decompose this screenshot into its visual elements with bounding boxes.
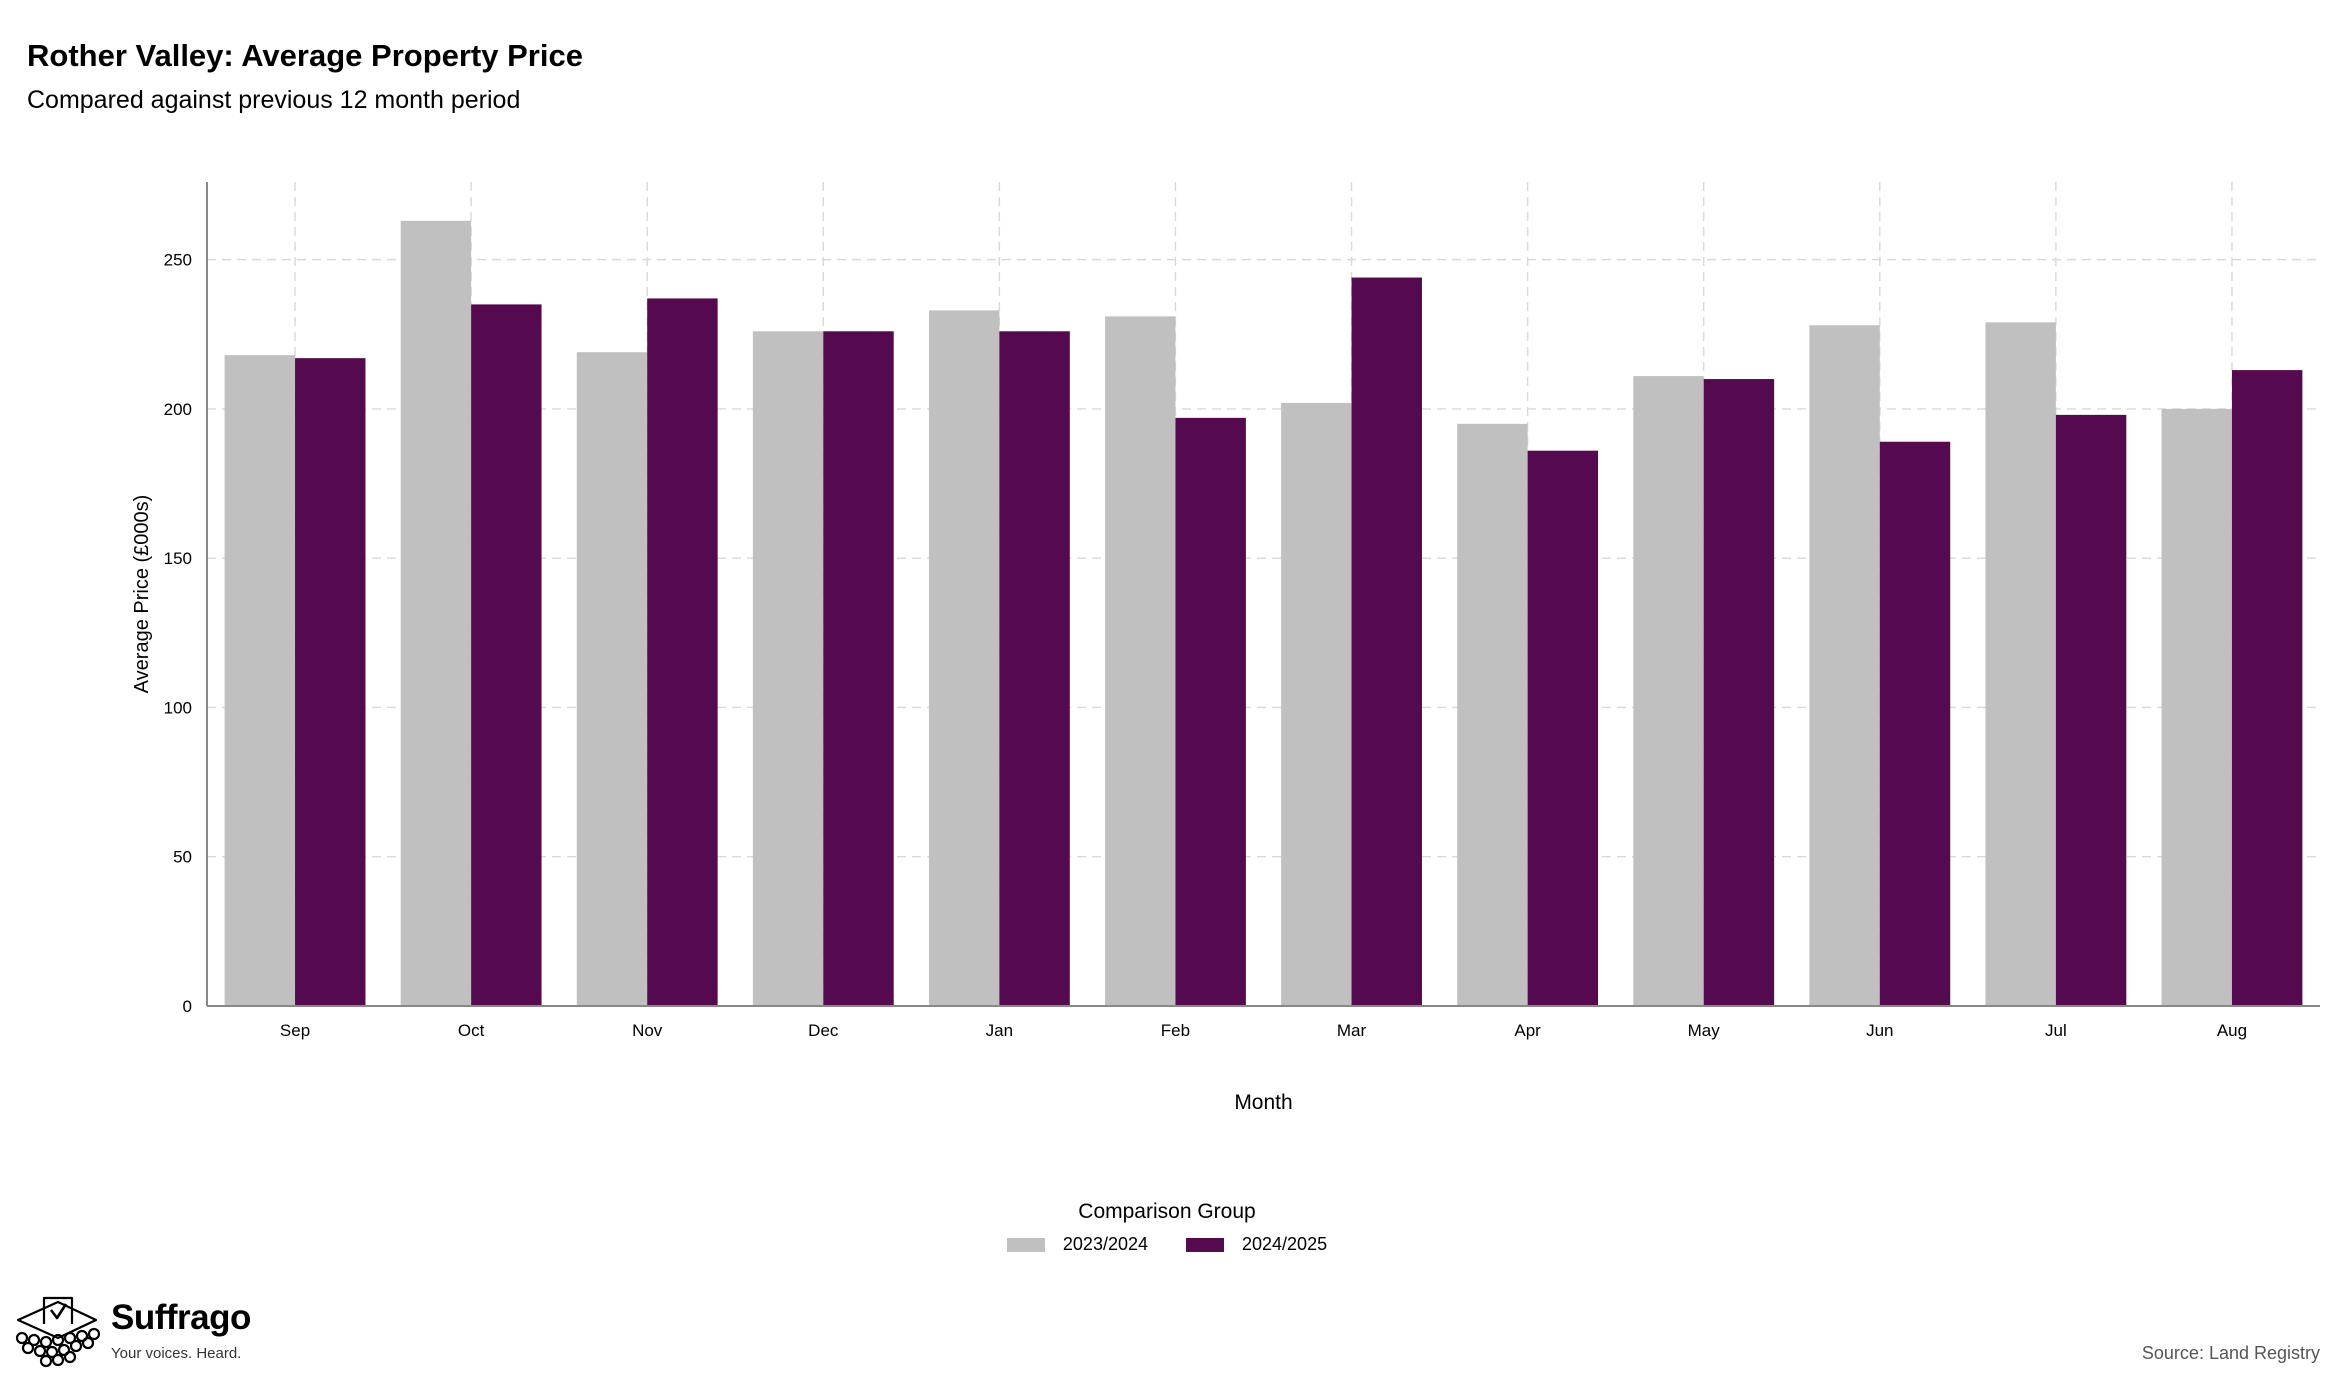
bar-2024-2025-sep (295, 358, 366, 1007)
y-tick-label: 200 (164, 400, 192, 419)
bar-2023-2024-apr (1457, 423, 1528, 1007)
chart-title: Rother Valley: Average Property Price (27, 38, 583, 73)
bar-2023-2024-jan (928, 310, 1000, 1006)
bar-2024-2025-apr (1527, 450, 1599, 1006)
x-axis-title: Month (1234, 1091, 1292, 1114)
y-tick-label: 250 (164, 251, 192, 270)
legend-swatch (1006, 1237, 1045, 1252)
bar-2023-2024-nov (576, 352, 648, 1006)
bar-2024-2025-jul (2055, 414, 2127, 1006)
bar-2023-2024-mar (1281, 402, 1352, 1006)
bar-2024-2025-oct (471, 304, 542, 1007)
legend-title: Comparison Group (1078, 1200, 1256, 1223)
bars (224, 220, 2303, 1007)
bar-2024-2025-mar (1351, 277, 1422, 1006)
y-tick-label: 0 (183, 997, 192, 1016)
axis-labels: 0 50 100 150 200 250 Sep Oct Nov Dec Jan Feb Mar Apr M… (131, 251, 2247, 1114)
source-note: Source: Land Registry (2141, 1343, 2320, 1363)
ballot-box-icon (15, 1296, 101, 1368)
x-tick-label: Sep (280, 1021, 310, 1040)
x-tick-label: Jan (986, 1021, 1013, 1040)
legend-items: 2023/2024 2024/2025 (0, 1234, 2334, 1255)
bar-2024-2025-nov (647, 298, 718, 1006)
bar-2024-2025-dec (823, 331, 894, 1006)
axes (206, 182, 2320, 1007)
bar-2024-2025-may (1703, 379, 1775, 1007)
bar-2024-2025-jun (1879, 441, 1951, 1006)
y-tick-label: 150 (164, 549, 192, 568)
bar-2024-2025-feb (1175, 417, 1246, 1006)
bar-chart: 0 50 100 150 200 250 Sep Oct Nov Dec Jan Feb Mar Apr M… (131, 182, 2320, 1114)
legend: Comparison Group 2023/2024 2024/2025 (0, 1200, 2334, 1255)
x-tick-label: Feb (1161, 1021, 1190, 1040)
bar-2023-2024-feb (1105, 316, 1176, 1006)
bar-2024-2025-jan (999, 331, 1070, 1006)
bar-2023-2024-sep (224, 355, 296, 1006)
bar-2024-2025-aug (2231, 370, 2303, 1007)
x-tick-label: Jun (1866, 1021, 1893, 1040)
brand-name: Suffrago (111, 1298, 251, 1337)
bar-2023-2024-oct (400, 220, 472, 1007)
bar-2023-2024-jul (1985, 322, 2056, 1006)
chart-subtitle: Compared against previous 12 month perio… (27, 86, 521, 114)
bar-2023-2024-dec (752, 331, 824, 1006)
y-tick-label: 50 (173, 848, 192, 867)
bar-2023-2024-jun (1809, 325, 1880, 1007)
y-axis-title: Average Price (£000s) (131, 495, 153, 694)
x-tick-label: Jul (2045, 1021, 2067, 1040)
legend-label: 2023/2024 (1062, 1234, 1148, 1254)
bar-2023-2024-aug (2161, 408, 2232, 1006)
x-tick-label: May (1688, 1021, 1721, 1040)
bar-2023-2024-may (1633, 376, 1704, 1006)
legend-item-2024-2025: 2024/2025 (1186, 1234, 1327, 1255)
x-tick-label: Oct (458, 1021, 485, 1040)
x-tick-label: Mar (1337, 1021, 1367, 1040)
y-tick-label: 100 (164, 698, 192, 717)
x-tick-label: Aug (2217, 1021, 2247, 1040)
legend-swatch (1186, 1237, 1224, 1252)
legend-item-2023-2024: 2023/2024 (1006, 1234, 1148, 1255)
brand-tagline: Your voices. Heard. (111, 1345, 242, 1362)
x-tick-label: Apr (1514, 1021, 1541, 1040)
x-tick-label: Nov (632, 1021, 663, 1040)
x-tick-label: Dec (808, 1021, 839, 1040)
legend-label: 2024/2025 (1242, 1234, 1328, 1254)
